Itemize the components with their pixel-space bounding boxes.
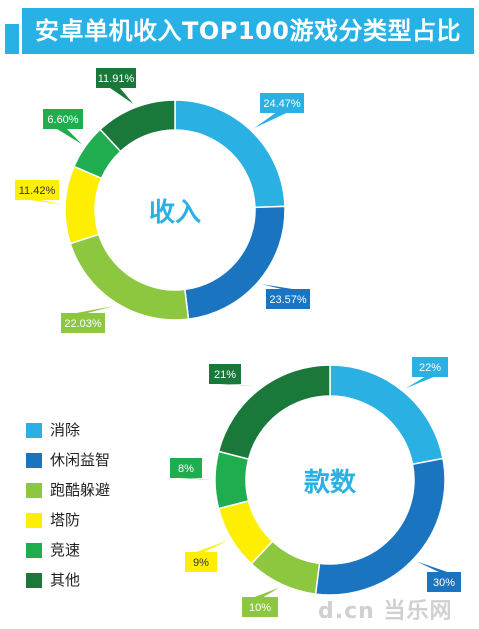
donut-slice: [64, 165, 103, 245]
callout-pointer: [110, 88, 134, 104]
donut-slice: [69, 233, 190, 321]
callout-pointer: [416, 561, 448, 572]
callout-pointer: [405, 377, 434, 389]
callout-box: [427, 572, 461, 592]
data-label: 9%: [193, 557, 209, 569]
data-label: 30%: [433, 577, 455, 589]
data-label: 21%: [214, 369, 236, 381]
callout-pointer: [254, 587, 280, 597]
watermark: d.cn 当乐网: [318, 599, 453, 624]
legend-swatch: [26, 513, 42, 528]
data-label: 11.42%: [19, 185, 56, 197]
callout-pointer: [261, 284, 293, 289]
legend-swatch: [26, 483, 42, 498]
callout-box: [15, 180, 59, 200]
data-label: 22%: [419, 362, 441, 374]
callout-pointer: [254, 113, 287, 129]
callout-box: [260, 93, 304, 113]
legend-swatch: [26, 453, 42, 468]
data-label: 24.47%: [263, 98, 301, 110]
data-label: 6.60%: [47, 114, 78, 126]
callout-box: [242, 597, 278, 617]
callout-pointer: [181, 478, 211, 480]
page-title: 安卓单机收入TOP100游戏分类型占比: [35, 17, 461, 45]
data-label: 23.57%: [269, 294, 307, 306]
callout-pointer: [196, 540, 228, 552]
donut-slice: [217, 364, 331, 461]
data-label: 11.91%: [98, 73, 135, 85]
legend-swatch: [26, 573, 42, 588]
legend-label: 其他: [50, 571, 81, 589]
callout-pointer: [220, 384, 258, 386]
callout-box: [185, 552, 217, 572]
callout-box: [209, 364, 241, 384]
callout-pointer: [30, 200, 62, 205]
callout-box: [170, 458, 202, 478]
data-label: 22.03%: [64, 318, 102, 330]
title-accent-bar: [5, 24, 19, 54]
donut-slice: [174, 99, 286, 209]
data-label: 8%: [178, 463, 194, 475]
legend-label: 跑酷躲避: [50, 481, 111, 499]
callout-pointer: [57, 129, 82, 145]
legend-label: 塔防: [50, 511, 81, 529]
callout-box: [96, 68, 136, 88]
chart-center-title: 收入: [149, 198, 201, 228]
donut-slice: [99, 99, 176, 153]
callout-pointer: [76, 306, 114, 313]
chart-center-title: 款数: [304, 468, 357, 498]
legend-label: 休闲益智: [50, 451, 111, 469]
donut-slice: [214, 450, 250, 510]
callout-box: [266, 289, 310, 309]
legend-label: 竞速: [50, 541, 81, 559]
callout-box: [61, 313, 105, 333]
callout-box: [43, 109, 83, 129]
data-label: 10%: [249, 602, 271, 614]
legend-label: 消除: [50, 421, 81, 439]
title-banner: 安卓单机收入TOP100游戏分类型占比: [22, 8, 474, 54]
callout-box: [412, 357, 448, 377]
legend-swatch: [26, 543, 42, 558]
legend-swatch: [26, 423, 42, 438]
